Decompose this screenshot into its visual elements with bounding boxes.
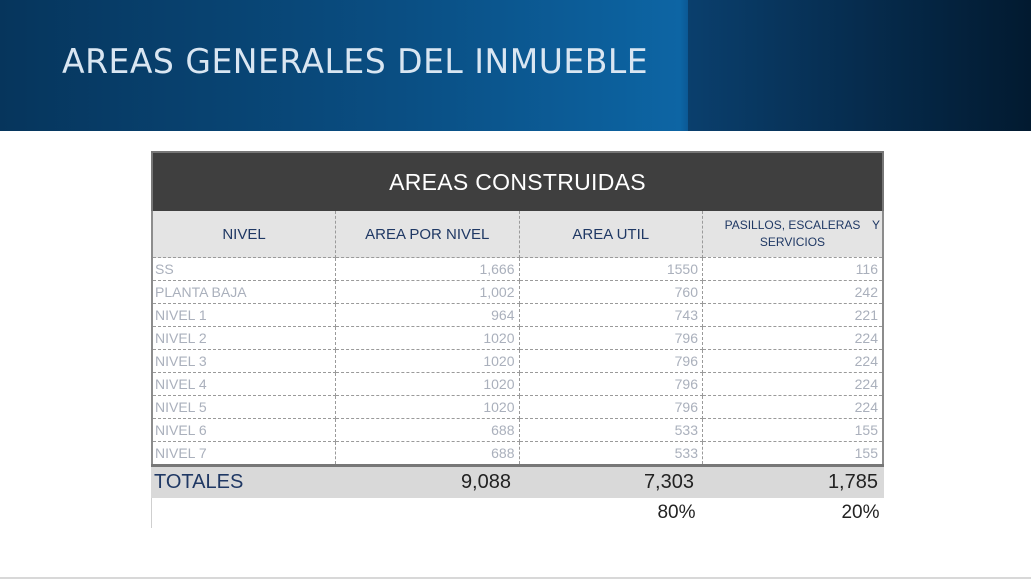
pct-pasillos: 20% (841, 502, 880, 523)
col-header-area-util: AREA UTIL (518, 211, 703, 258)
table-row: NIVEL 3 1020 796 224 (151, 349, 884, 373)
col-header-pasillos-line1: PASILLOS, ESCALERAS (724, 218, 861, 232)
row-util: 796 (518, 326, 703, 350)
row-area: 688 (335, 441, 520, 466)
totals-label: TOTALES (151, 467, 334, 498)
table-row: SS 1,666 1550 116 (151, 257, 884, 281)
row-nivel: NIVEL 3 (151, 349, 336, 373)
row-nivel: NIVEL 1 (151, 303, 336, 327)
row-pasillos: 155 (702, 418, 884, 442)
totals-pasillos: 1,785 (700, 467, 884, 498)
page-title: AREAS GENERALES DEL INMUEBLE (62, 41, 649, 82)
row-area: 1,666 (335, 257, 520, 281)
title-banner-dark-panel (688, 0, 1031, 131)
totals-row: TOTALES 9,088 7,303 1,785 (151, 467, 884, 498)
row-nivel: PLANTA BAJA (151, 280, 336, 304)
row-pasillos: 116 (702, 257, 884, 281)
row-area: 1020 (335, 372, 520, 396)
col-header-servicios: SERVICIOS (759, 235, 826, 249)
table-row: NIVEL 2 1020 796 224 (151, 326, 884, 350)
table-row: NIVEL 6 688 533 155 (151, 418, 884, 442)
row-area: 688 (335, 418, 520, 442)
totals-util: 7,303 (517, 467, 700, 498)
header-row: NIVEL AREA POR NIVEL AREA UTIL PASILLOS,… (151, 211, 884, 258)
table-row: NIVEL 1 964 743 221 (151, 303, 884, 327)
pct-empty-1 (151, 498, 335, 528)
row-area: 1020 (335, 395, 520, 419)
row-util: 743 (518, 303, 703, 327)
table-row: PLANTA BAJA 1,002 760 242 (151, 280, 884, 304)
row-area: 1020 (335, 349, 520, 373)
col-header-nivel: NIVEL (151, 211, 336, 258)
table-row: NIVEL 7 688 533 155 (151, 441, 884, 466)
row-area: 964 (335, 303, 520, 327)
percentages-row: 80% 20% (151, 498, 885, 528)
pct-empty-2 (335, 498, 518, 528)
row-nivel: NIVEL 2 (151, 326, 336, 350)
row-nivel: NIVEL 7 (151, 441, 336, 466)
row-pasillos: 224 (702, 395, 884, 419)
table-row: NIVEL 4 1020 796 224 (151, 372, 884, 396)
row-pasillos: 155 (702, 441, 884, 466)
row-area: 1020 (335, 326, 520, 350)
row-util: 760 (518, 280, 703, 304)
row-pasillos: 224 (702, 349, 884, 373)
row-nivel: NIVEL 4 (151, 372, 336, 396)
row-util: 796 (518, 395, 703, 419)
row-pasillos: 224 (702, 326, 884, 350)
col-header-pasillos-y: Y (871, 218, 880, 232)
row-util: 796 (518, 349, 703, 373)
row-util: 796 (518, 372, 703, 396)
areas-grid: NIVEL AREA POR NIVEL AREA UTIL PASILLOS,… (151, 211, 884, 467)
totals-area: 9,088 (334, 467, 517, 498)
areas-table: AREAS CONSTRUIDAS NIVEL AREA POR NIVEL A… (151, 151, 884, 528)
table-row: NIVEL 5 1020 796 224 (151, 395, 884, 419)
pct-util: 80% (657, 502, 696, 523)
table-title: AREAS CONSTRUIDAS (151, 151, 884, 211)
col-header-area-por-nivel: AREA POR NIVEL (335, 211, 520, 258)
row-pasillos: 242 (702, 280, 884, 304)
col-header-pasillos: PASILLOS, ESCALERAS Y SERVICIOS (702, 211, 884, 258)
row-util: 533 (518, 418, 703, 442)
row-util: 533 (518, 441, 703, 466)
row-pasillos: 224 (702, 372, 884, 396)
row-nivel: NIVEL 6 (151, 418, 336, 442)
row-area: 1,002 (335, 280, 520, 304)
row-pasillos: 221 (702, 303, 884, 327)
row-nivel: SS (151, 257, 336, 281)
row-nivel: NIVEL 5 (151, 395, 336, 419)
row-util: 1550 (518, 257, 703, 281)
bottom-divider (0, 577, 1031, 579)
